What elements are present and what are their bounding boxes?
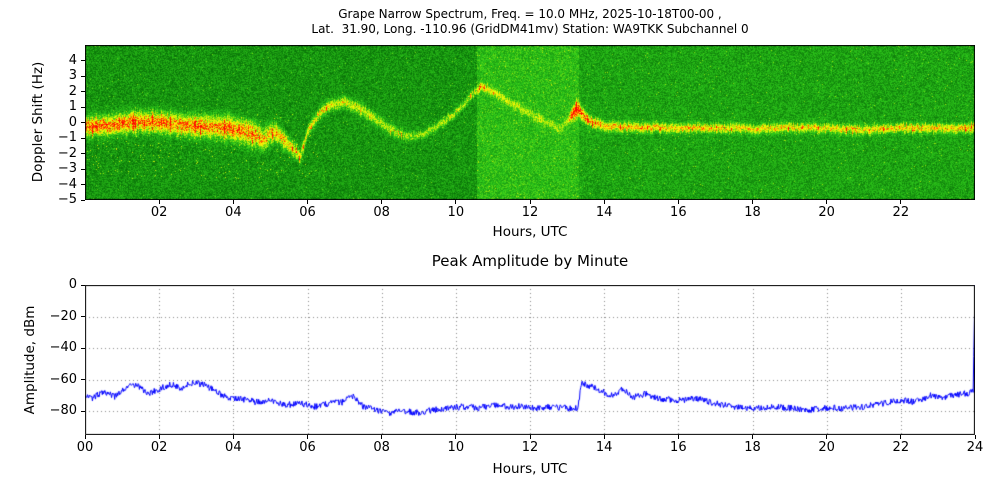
amplitude-x-tick	[307, 435, 308, 439]
amplitude-x-tick	[603, 435, 605, 439]
spectrogram-y-tick	[81, 137, 85, 139]
spectrogram-heatmap	[85, 45, 975, 200]
spectrogram-subtitle: Lat. 31.90, Long. -110.96 (GridDM41mv) S…	[311, 22, 749, 36]
spectrogram-y-tick	[81, 153, 85, 154]
amplitude-x-tick-label: 04	[225, 440, 242, 455]
amplitude-x-tick-label: 24	[966, 440, 984, 455]
spectrogram-y-tick	[81, 75, 85, 77]
amplitude-y-tick	[81, 316, 85, 318]
spectrogram-x-tick	[158, 200, 160, 204]
spectrogram-x-tick-label: 16	[670, 205, 687, 220]
spectrogram-x-tick	[529, 200, 531, 204]
amplitude-x-tick-label: 10	[447, 440, 465, 455]
spectrogram-x-tick	[752, 200, 753, 204]
amplitude-x-tick-label: 00	[76, 440, 94, 455]
spectrogram-x-tick	[232, 200, 234, 204]
spectrogram-y-tick-label: 0	[68, 114, 77, 130]
spectrogram-x-tick	[900, 200, 902, 204]
amplitude-x-tick-label: 16	[670, 440, 687, 455]
amplitude-x-tick	[900, 435, 902, 439]
amplitude-y-tick	[81, 284, 85, 286]
spectrogram-x-tick-label: 10	[447, 205, 465, 220]
spectrogram-y-tick-label: 4	[68, 52, 77, 68]
amplitude-title: Peak Amplitude by Minute	[431, 252, 629, 270]
amplitude-x-tick	[158, 435, 160, 439]
spectrogram-y-tick-label: −5	[57, 192, 77, 207]
amplitude-y-tick-label: −20	[49, 308, 77, 324]
amplitude-x-tick	[752, 435, 753, 439]
spectrogram-x-tick	[826, 200, 828, 204]
spectrogram-x-tick-label: 12	[521, 205, 539, 220]
amplitude-y-tick	[81, 347, 85, 349]
spectrogram-y-tick-label: −4	[57, 176, 77, 192]
amplitude-y-tick	[81, 379, 85, 381]
spectrogram-x-tick-label: 06	[299, 205, 316, 220]
amplitude-xlabel: Hours, UTC	[492, 461, 568, 477]
amplitude-x-tick	[381, 435, 383, 439]
spectrogram-y-tick-label: 1	[68, 99, 77, 114]
amplitude-line-chart	[85, 285, 975, 435]
amplitude-x-tick-label: 08	[373, 440, 390, 455]
spectrogram-y-tick	[81, 199, 85, 201]
amplitude-x-tick-label: 20	[818, 440, 835, 455]
amplitude-y-tick-label: −40	[49, 340, 77, 356]
spectrogram-x-tick	[677, 200, 679, 204]
amplitude-y-tick-label: 0	[68, 277, 77, 292]
amplitude-x-tick	[677, 435, 679, 439]
spectrogram-x-tick	[381, 200, 383, 204]
amplitude-x-tick-label: 02	[150, 440, 168, 455]
spectrogram-x-tick-label: 02	[150, 205, 168, 220]
spectrogram-y-tick-label: −1	[57, 130, 77, 145]
spectrogram-y-tick-label: −2	[57, 145, 77, 161]
spectrogram-x-tick-label: 20	[818, 205, 835, 220]
amplitude-x-tick	[529, 435, 531, 439]
amplitude-x-tick	[84, 435, 86, 439]
amplitude-x-tick	[974, 435, 976, 439]
spectrogram-y-tick	[81, 91, 85, 92]
spectrogram-x-tick	[307, 200, 308, 204]
spectrogram-y-tick	[81, 60, 85, 61]
spectrogram-x-tick-label: 22	[892, 205, 910, 220]
spectrogram-title: Grape Narrow Spectrum, Freq. = 10.0 MHz,…	[338, 7, 722, 21]
amplitude-y-tick	[81, 410, 85, 412]
spectrogram-x-tick-label: 14	[595, 205, 613, 220]
amplitude-x-tick	[455, 435, 457, 439]
spectrogram-x-tick-label: 04	[225, 205, 242, 220]
amplitude-x-tick-label: 22	[892, 440, 910, 455]
spectrogram-x-tick	[603, 200, 605, 204]
amplitude-x-tick	[232, 435, 234, 439]
amplitude-y-tick-label: −60	[49, 371, 77, 387]
spectrogram-x-tick	[455, 200, 457, 204]
spectrogram-x-tick-label: 08	[373, 205, 390, 220]
spectrogram-y-tick	[81, 106, 85, 108]
amplitude-x-tick-label: 12	[521, 440, 539, 455]
amplitude-x-tick-label: 14	[595, 440, 613, 455]
spectrogram-xlabel: Hours, UTC	[492, 224, 568, 240]
amplitude-x-tick-label: 06	[299, 440, 316, 455]
amplitude-y-tick-label: −80	[49, 403, 77, 419]
spectrogram-y-tick	[81, 184, 85, 185]
amplitude-x-tick	[826, 435, 828, 439]
amplitude-x-tick-label: 18	[744, 440, 761, 455]
spectrogram-x-tick-label: 18	[744, 205, 761, 220]
spectrogram-y-tick	[81, 122, 85, 123]
spectrogram-y-tick-label: −3	[57, 161, 77, 176]
spectrogram-y-tick	[81, 168, 85, 170]
spectrogram-y-tick-label: 2	[68, 83, 77, 99]
spectrogram-y-tick-label: 3	[68, 68, 77, 83]
